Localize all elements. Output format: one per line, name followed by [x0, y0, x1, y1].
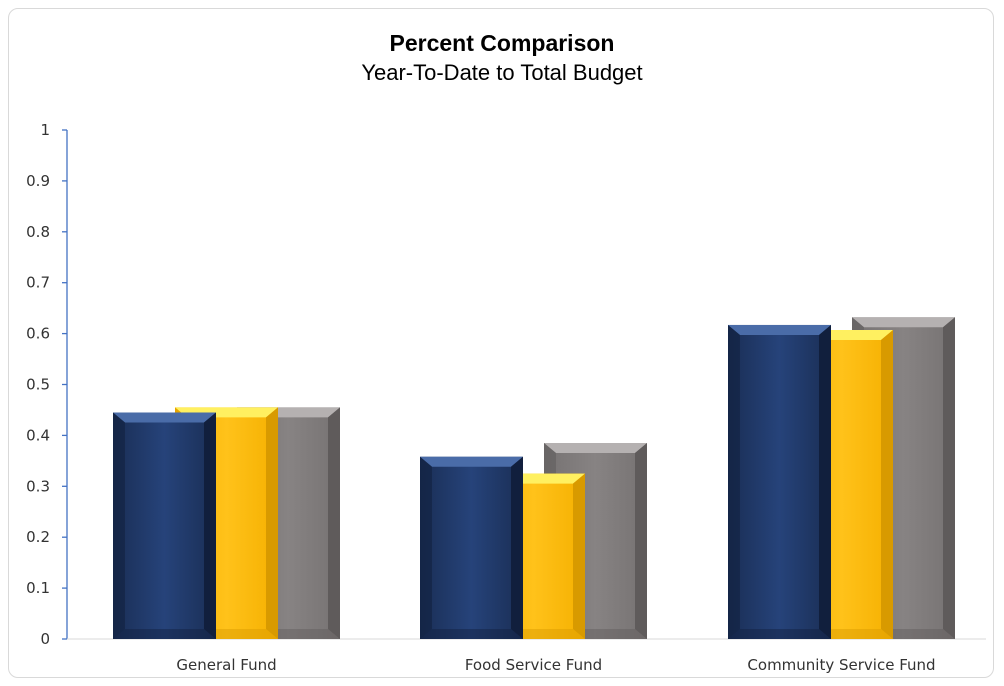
x-category-label: Food Service Fund [465, 656, 602, 674]
x-axis-labels: General Fund Food Service Fund Community S… [176, 656, 935, 674]
bar-left-bevel [113, 412, 125, 639]
bar-right-bevel [881, 330, 893, 639]
chart-title: Percent Comparison [389, 30, 615, 56]
bar-top-bevel [852, 317, 955, 328]
x-category-label: Community Service Fund [747, 656, 935, 674]
y-tick-label: 0.4 [26, 426, 50, 444]
y-tick-label: 0.5 [26, 376, 50, 394]
bar-top-bevel [420, 456, 523, 467]
y-tick-label: 1 [40, 121, 50, 139]
y-tick-label: 0.3 [26, 477, 50, 495]
bar-bottom-bevel [420, 629, 523, 639]
y-tick-label: 0.7 [26, 274, 50, 292]
bar-top-bevel [544, 443, 647, 454]
y-tick-label: 0.9 [26, 172, 50, 190]
x-category-label: General Fund [176, 656, 276, 674]
bar-left-bevel [420, 456, 432, 639]
bar-face [728, 324, 831, 639]
bar-right-bevel [328, 407, 340, 639]
bar-face [420, 456, 523, 639]
bar-right-bevel [511, 456, 523, 639]
bar-right-bevel [819, 324, 831, 639]
bar-right-bevel [943, 317, 955, 639]
bar-food-service-fund-series-1 [420, 456, 523, 639]
bar-right-bevel [573, 473, 585, 639]
y-tick-label: 0 [40, 630, 50, 648]
y-tick-label: 0.6 [26, 325, 50, 343]
bars-group [113, 317, 955, 639]
bar-bottom-bevel [728, 629, 831, 639]
bar-face [113, 412, 216, 639]
bar-community-service-fund-series-1 [728, 324, 831, 639]
y-tick-label: 0.1 [26, 579, 50, 597]
bar-left-bevel [728, 324, 740, 639]
bar-bottom-bevel [113, 629, 216, 639]
y-tick-label: 0.8 [26, 223, 50, 241]
bar-general-fund-series-1 [113, 412, 216, 639]
chart-subtitle: Year-To-Date to Total Budget [361, 60, 643, 85]
bar-top-bevel [728, 324, 831, 335]
bar-right-bevel [204, 412, 216, 639]
bar-right-bevel [266, 407, 278, 639]
y-tick-label: 0.2 [26, 528, 50, 546]
bar-top-bevel [113, 412, 216, 423]
bar-right-bevel [635, 443, 647, 639]
